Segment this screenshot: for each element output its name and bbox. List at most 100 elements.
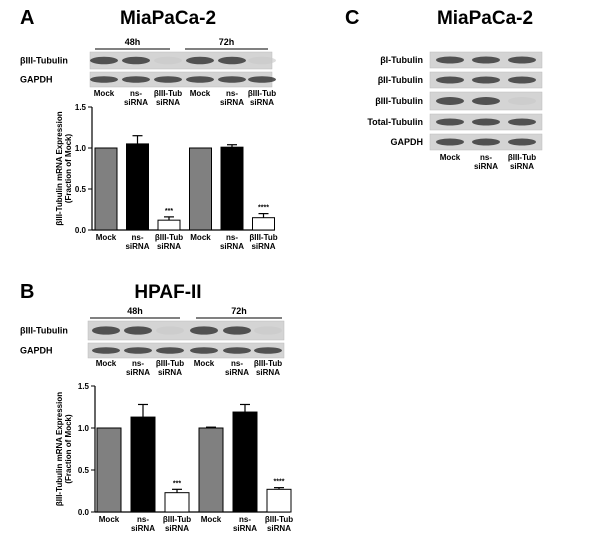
blot-band <box>472 97 500 105</box>
blot-band <box>508 76 536 84</box>
blot-band <box>472 76 500 84</box>
blot-label: GAPDH <box>20 346 53 356</box>
y-axis-label: βIII-Tubulin mRNA Expression <box>55 392 64 506</box>
x-tick-label: ns-siRNA <box>131 515 155 533</box>
blot-band <box>156 347 184 354</box>
significance: **** <box>258 205 269 212</box>
error-bar <box>258 213 269 218</box>
x-tick-label: βIII-Tub siRNA <box>155 233 183 251</box>
blot-label: GAPDH <box>390 137 423 147</box>
blot-strip <box>87 342 285 359</box>
lane-label: ns-siRNA <box>220 89 244 107</box>
x-tick-label: ns-siRNA <box>233 515 257 533</box>
y-tick-label: 1.5 <box>78 382 90 391</box>
blot-band <box>92 347 120 354</box>
time-label: 72h <box>231 306 247 316</box>
blot-band <box>154 56 182 65</box>
y-axis-label: (Fraction of Mock) <box>64 134 73 204</box>
lane-label: ns-siRNA <box>225 359 249 377</box>
y-axis-label: (Fraction of Mock) <box>64 414 73 484</box>
bar <box>220 146 244 231</box>
time-label: 48h <box>127 306 143 316</box>
blot-band <box>186 76 214 83</box>
error-bar <box>172 488 182 493</box>
y-axis-label: βIII-Tubulin mRNA Expression <box>55 111 64 225</box>
lane-label: βIII-Tub siRNA <box>154 89 182 107</box>
bar <box>130 416 156 513</box>
blot-band <box>154 76 182 83</box>
significance: **** <box>274 479 285 486</box>
x-tick-label: βIII-Tub siRNA <box>249 233 277 251</box>
blot-band <box>122 56 150 65</box>
x-tick-label: Mock <box>96 233 117 242</box>
bar <box>232 411 258 513</box>
time-label: 72h <box>219 37 235 47</box>
blot-band <box>122 76 150 83</box>
lane-label: βIII-Tub siRNA <box>254 359 282 377</box>
panel-letter: B <box>20 281 34 303</box>
blot-band <box>90 76 118 83</box>
y-tick-label: 1.0 <box>75 144 87 153</box>
blot-band <box>90 56 118 65</box>
lane-label: Mock <box>94 89 115 98</box>
bar <box>252 217 275 231</box>
blot-band <box>508 56 536 64</box>
time-label: 48h <box>125 37 141 47</box>
lane-label: Mock <box>440 153 461 162</box>
error-bar <box>274 487 284 490</box>
blot-strip <box>87 320 285 341</box>
panel-title: MiaPaCa-2 <box>120 8 216 29</box>
x-tick-label: βIII-Tub siRNA <box>265 515 293 533</box>
error-bar <box>164 216 174 221</box>
y-tick-label: 1.5 <box>75 103 87 112</box>
y-tick-label: 0.0 <box>75 226 87 235</box>
lane-label: βIII-Tub siRNA <box>508 153 536 171</box>
bar <box>189 147 212 231</box>
y-tick-label: 0.0 <box>78 508 90 517</box>
error-bar <box>240 403 250 413</box>
blot-band <box>124 347 152 354</box>
blot-label: βIII-Tubulin <box>20 56 68 66</box>
blot-band <box>190 347 218 354</box>
lane-label: ns-siRNA <box>474 153 498 171</box>
blot-band <box>218 76 246 83</box>
y-tick-label: 0.5 <box>78 466 90 475</box>
error-bar <box>132 135 143 144</box>
lane-label: ns-siRNA <box>126 359 150 377</box>
bar <box>164 492 190 513</box>
blot-label: βIII-Tubulin <box>20 326 68 336</box>
x-tick-label: Mock <box>201 515 222 524</box>
y-tick-label: 1.0 <box>78 424 90 433</box>
blot-band <box>508 97 536 105</box>
panel-title: HPAF-II <box>134 282 201 303</box>
blot-band <box>254 326 282 335</box>
lane-label: Mock <box>190 89 211 98</box>
panel-letter: C <box>345 7 359 29</box>
blot-band <box>436 138 464 146</box>
bar <box>96 427 122 513</box>
blot-label: βIII-Tubulin <box>375 96 423 106</box>
significance: *** <box>165 208 173 215</box>
blot-band <box>472 56 500 64</box>
blot-band <box>186 56 214 65</box>
panel-title: MiaPaCa-2 <box>437 8 533 29</box>
blot-label: βII-Tubulin <box>378 75 423 85</box>
lane-label: βIII-Tub siRNA <box>156 359 184 377</box>
bar <box>126 143 149 231</box>
blot-band <box>254 347 282 354</box>
bar <box>266 488 292 513</box>
blot-label: GAPDH <box>20 75 53 85</box>
blot-band <box>218 56 246 65</box>
blot-band <box>156 326 184 335</box>
blot-band <box>508 118 536 126</box>
x-tick-label: Mock <box>99 515 120 524</box>
blot-band <box>223 347 251 354</box>
blot-band <box>436 97 464 105</box>
bar <box>198 427 224 513</box>
error-bar <box>206 426 216 428</box>
blot-band <box>248 76 276 83</box>
blot-band <box>436 76 464 84</box>
blot-band <box>223 326 251 335</box>
error-bar <box>138 403 148 418</box>
